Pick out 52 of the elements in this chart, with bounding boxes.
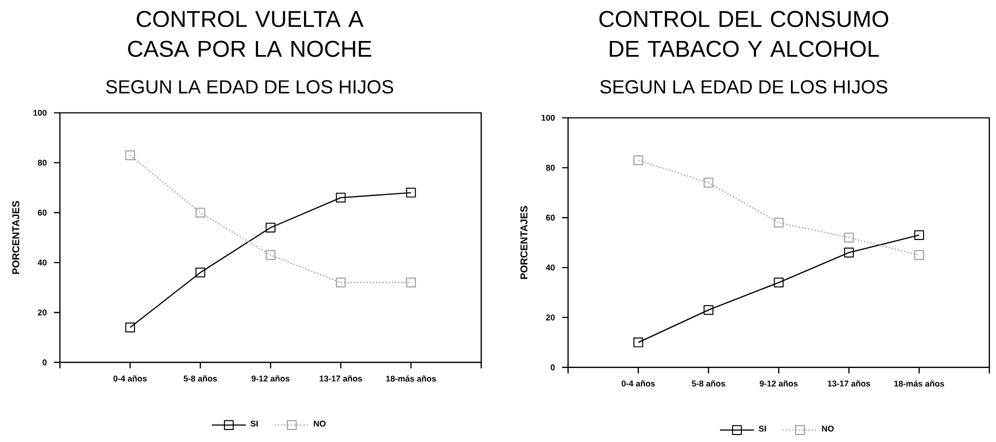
point (336, 277, 346, 288)
y-tick-label: 0 (42, 359, 47, 366)
y-axis-title: PORCENTAJES (12, 200, 20, 274)
y-tick-label: 100 (542, 114, 555, 121)
point (125, 150, 136, 160)
point (704, 304, 714, 315)
point (266, 250, 276, 260)
point (914, 230, 924, 240)
point (844, 232, 854, 242)
point (914, 250, 924, 260)
y-tick-label: 20 (38, 309, 47, 316)
point (125, 322, 136, 332)
point (195, 208, 206, 218)
point (774, 277, 784, 288)
chart-subtitle: SEGUN LA EDAD DE LOS HIJOS (600, 80, 888, 94)
point (406, 277, 416, 288)
y-tick-label: 60 (546, 214, 555, 220)
x-tick-label: 13-17 años (828, 380, 870, 386)
y-tick-label: 80 (38, 160, 47, 166)
y-tick-label: 60 (38, 209, 47, 216)
chart-title: CONTROL VUELTA A CASA POR LA NOCHE (128, 10, 372, 57)
legend-label: NO (822, 425, 834, 432)
y-tick-label: 100 (33, 110, 47, 116)
chart-title: CONTROL DEL CONSUMO DE TABACO Y ALCOHOL (599, 10, 888, 57)
y-tick-label: 40 (38, 259, 47, 266)
x-tick-label: 9-12 años (760, 380, 798, 386)
y-tick-label: 0 (550, 364, 555, 370)
point (633, 155, 644, 165)
point (266, 222, 276, 232)
x-tick-label: 0-4 años (622, 380, 655, 386)
point (633, 337, 644, 348)
x-tick-label: 0-4 años (114, 375, 147, 382)
point (336, 192, 346, 202)
point (195, 267, 206, 278)
legend-label: SI (758, 425, 766, 432)
y-tick-label: 20 (546, 314, 555, 320)
x-tick-label: 5-8 años (184, 375, 217, 382)
x-tick-label: 13-17 años (320, 375, 362, 382)
point (704, 178, 714, 188)
x-tick-label: 18-más años (894, 380, 944, 386)
y-axis-title: PORCENTAJES (520, 206, 528, 279)
x-tick-label: 5-8 años (692, 380, 726, 386)
point (406, 188, 416, 198)
x-tick-label: 9-12 años (252, 375, 290, 382)
legend-label: SI (250, 420, 258, 426)
point (844, 247, 854, 258)
y-tick-label: 40 (546, 264, 555, 270)
chart-subtitle: SEGUN LA EDAD DE LOS HIJOS (106, 80, 394, 94)
x-tick-label: 18-más años (386, 375, 436, 382)
y-tick-label: 80 (546, 164, 555, 170)
point (774, 218, 784, 228)
legend-label: NO (314, 420, 326, 426)
